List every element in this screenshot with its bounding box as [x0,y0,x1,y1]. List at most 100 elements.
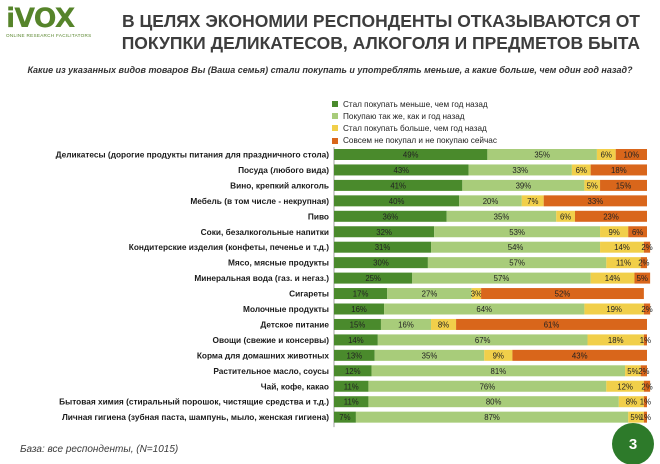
category-label: Бытовая химия (стиральный порошок, чистя… [59,397,329,407]
data-label: 1% [640,398,651,407]
bar-segment [596,149,616,160]
data-label: 76% [480,382,496,391]
bar-segment [643,380,651,392]
data-label: 31% [375,243,391,252]
bar-segment [334,318,381,330]
data-label: 32% [376,228,392,237]
legend-item: Покупаю так же, как и год назад [332,110,497,122]
data-label: 67% [475,336,491,345]
data-label: 14% [348,336,364,345]
data-label: 7% [339,413,350,422]
category-label: Пиво [308,211,329,221]
bar-segment [446,210,557,222]
data-label: 11% [344,398,359,407]
legend-swatch [332,125,338,132]
bar-segment [456,318,647,330]
bar-segment [459,195,522,207]
data-label: 18% [608,336,624,345]
data-label: 57% [509,259,525,268]
data-label: 8% [626,398,637,407]
data-label: 18% [611,166,627,175]
data-label: 19% [606,305,622,314]
bar-segment [334,179,463,191]
bar-segment [600,179,647,191]
bar-segment [512,349,647,361]
data-label: 36% [383,212,399,221]
legend-swatch [332,113,338,120]
page-title: В ЦЕЛЯХ ЭКОНОМИИ РЕСПОНДЕНТЫ ОТКАЗЫВАЮТС… [110,10,640,54]
bar-segment [484,349,513,361]
ivox-logo: iVOX ONLINE RESEARCH FACILITATORS [6,4,96,44]
base-footnote: База: все респонденты, (N=1015) [20,444,179,455]
bar-segment [431,318,457,330]
data-label: 43% [393,166,409,175]
bar-segment [571,164,591,176]
legend-item: Совсем не покупал и не покупаю сейчас [332,135,497,147]
bar-segment [590,164,647,176]
data-label: 57% [494,274,510,283]
page-number-badge: 3 [612,423,654,464]
bar-segment [334,210,447,222]
bar-segment [640,257,647,269]
data-label: 64% [476,305,492,314]
data-label: 10% [624,151,640,160]
data-label: 87% [484,413,500,422]
data-label: 8% [438,320,449,329]
data-label: 6% [576,166,587,175]
data-label: 5% [587,181,598,190]
bar-segment [334,195,460,207]
data-label: 27% [422,290,438,299]
bar-segment [374,349,485,361]
chart-legend: Стал покупать меньше, чем год назад Покуп… [332,98,497,147]
data-label: 5% [630,413,641,422]
bar-segment [371,365,626,377]
bar-segment [543,195,647,207]
bar-segment [634,272,651,284]
category-label: Кондитерские изделия (конфеты, печенье и… [129,242,329,252]
bar-segment [600,226,629,238]
bar-segment [387,288,472,300]
data-label: 54% [508,243,524,252]
data-label: 2% [641,243,652,252]
data-label: 35% [534,151,550,160]
bar-segment [412,272,591,284]
bar-segment [640,365,647,377]
logo-wordmark: iVOX [6,3,75,34]
data-label: 61% [544,320,560,329]
data-label: 1% [640,336,651,345]
bar-segment [334,396,369,408]
bar-segment [384,303,585,315]
bar-segment [643,241,651,253]
bar-segment [431,241,601,253]
data-label: 2% [638,367,649,376]
bar-segment [368,396,619,408]
data-label: 49% [403,151,419,160]
data-label: 35% [422,351,438,360]
data-label: 41% [390,181,406,190]
title-line-2: ПОКУПКИ ДЕЛИКАТЕСОВ, АЛКОГОЛЯ И ПРЕДМЕТО… [121,33,640,53]
data-label: 6% [632,228,643,237]
bar-segment [471,288,482,300]
bar-segment [481,288,644,300]
bar-segment [556,210,576,222]
title-line-1: В ЦЕЛЯХ ЭКОНОМИИ РЕСПОНДЕНТЫ ОТКАЗЫВАЮТС… [121,11,640,31]
data-label: 2% [641,382,652,391]
data-label: 81% [491,367,507,376]
data-label: 2% [638,259,649,268]
bar-segment [334,365,372,377]
bar-segment [643,334,647,346]
data-label: 20% [483,197,499,206]
bar-segment [334,257,428,269]
bar-segment [334,226,435,238]
legend-item: Стал покупать больше, чем год назад [332,122,497,134]
category-label: Личная гигиена (зубная паста, шампунь, м… [62,412,329,422]
bar-segment [377,334,588,346]
bar-segment [434,226,601,238]
data-label: 15% [616,181,632,190]
data-label: 9% [608,228,619,237]
data-label: 15% [350,320,366,329]
data-label: 17% [353,290,369,299]
bar-segment [334,380,369,392]
bar-segment [427,257,607,269]
bar-segment [334,411,356,423]
